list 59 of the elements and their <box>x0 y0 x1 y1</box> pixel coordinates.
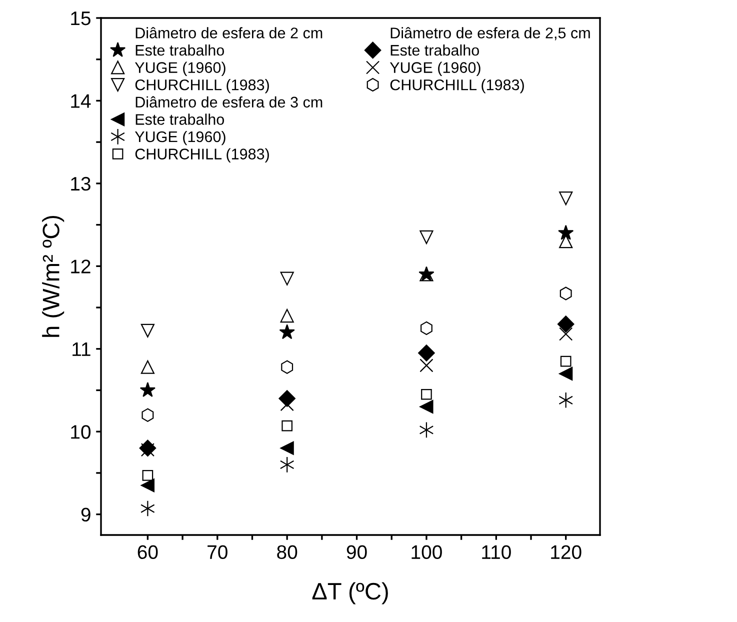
annotation: Diâmetro de esfera de 3 cm <box>136 96 322 108</box>
point <box>558 392 574 408</box>
point <box>281 360 294 374</box>
x-tick-label: 100 <box>412 545 442 560</box>
point <box>420 400 434 414</box>
point <box>140 442 154 457</box>
legend-label: Este trabalho <box>136 44 224 56</box>
y-tick-label: 14 <box>71 94 91 108</box>
x-tick-label: 60 <box>138 545 158 560</box>
x-tick-label: 120 <box>551 545 582 560</box>
point <box>142 408 154 422</box>
point <box>558 224 574 240</box>
x-tick-label: 90 <box>346 545 367 560</box>
x-tick-label: 110 <box>482 545 511 560</box>
point <box>420 321 432 336</box>
y-tick-label: 15 <box>71 12 90 26</box>
point <box>140 324 154 338</box>
legend-label: YUGE (1960) <box>134 130 226 146</box>
point <box>140 360 154 374</box>
point <box>420 358 434 372</box>
point <box>280 441 294 455</box>
x-tick-label: 80 <box>277 545 298 560</box>
point <box>280 272 294 286</box>
x-axis-title: ΔT (ºC) <box>312 582 388 604</box>
legend-label: CHURCHILL (1983) <box>135 79 269 94</box>
legend-label: Este trabalho <box>390 44 479 56</box>
point <box>559 234 573 248</box>
point <box>279 324 295 340</box>
legend-label: Este trabalho <box>136 114 224 125</box>
point <box>419 422 434 438</box>
point <box>559 192 573 206</box>
y-tick-label: 10 <box>71 425 91 439</box>
point <box>418 344 435 362</box>
point <box>557 316 574 332</box>
y-tick-label: 13 <box>71 176 90 191</box>
y-tick-label: 11 <box>72 342 90 356</box>
point <box>559 327 573 341</box>
point <box>140 478 154 492</box>
point <box>280 456 294 473</box>
point <box>282 420 292 432</box>
legend-label: YUGE (1960) <box>390 62 480 76</box>
y-tick-label: 12 <box>71 260 90 274</box>
point <box>560 286 572 300</box>
annotation: Diâmetro de esfera de 2 cm <box>136 27 322 38</box>
y-axis-title: h (W/m² ºC) <box>42 216 64 337</box>
point <box>280 308 294 323</box>
point <box>421 388 432 400</box>
annotation: Diâmetro de esfera de 2,5 cm <box>390 27 590 40</box>
point <box>420 230 434 244</box>
legend-label: YUGE (1960) <box>134 62 226 76</box>
point <box>140 500 155 517</box>
point <box>560 356 572 367</box>
legend-label: CHURCHILL (1983) <box>135 148 269 162</box>
point <box>140 382 156 397</box>
point <box>559 366 573 380</box>
legend-label: CHURCHILL (1983) <box>390 79 524 94</box>
point <box>142 470 154 481</box>
y-tick-label: 9 <box>81 508 90 522</box>
x-tick-label: 70 <box>208 545 228 560</box>
